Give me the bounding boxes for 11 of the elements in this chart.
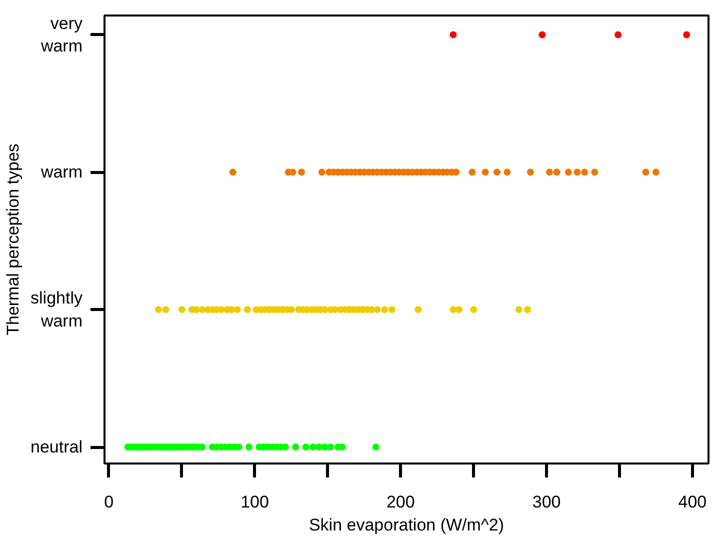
x-axis-title: Skin evaporation (W/m^2) [308, 516, 504, 534]
x-tick-label: 400 [678, 492, 707, 512]
y-tick-label: slightly warm [30, 288, 83, 330]
x-tick-label: 200 [386, 492, 415, 512]
y-tick-label: very warm [40, 14, 83, 56]
y-tick-label: warm [40, 162, 83, 182]
x-tick-label: 300 [532, 492, 561, 512]
x-tick-label: 0 [104, 492, 114, 512]
x-tick-label: 100 [240, 492, 269, 512]
y-tick-label: neutral [30, 438, 83, 457]
y-axis-title: Thermal perception types [4, 144, 23, 336]
